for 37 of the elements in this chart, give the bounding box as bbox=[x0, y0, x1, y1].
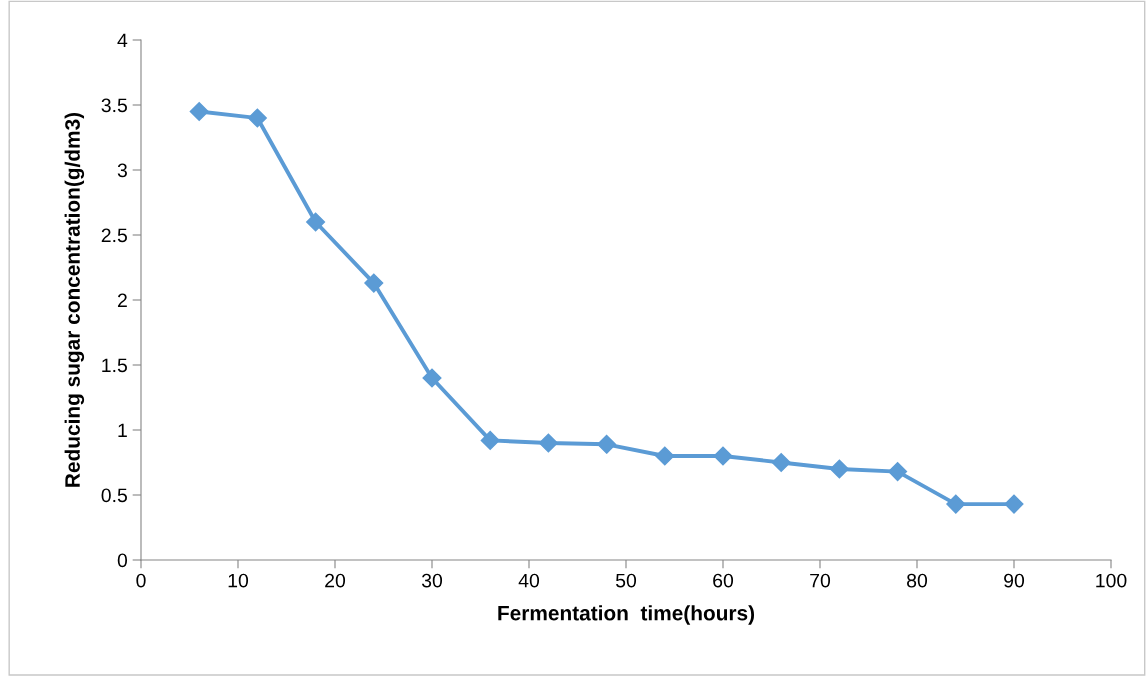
point bbox=[306, 212, 326, 232]
x-tick-label: 40 bbox=[518, 573, 540, 588]
point bbox=[829, 459, 849, 479]
x-tick-label: 80 bbox=[907, 573, 928, 588]
point bbox=[597, 434, 617, 454]
point bbox=[888, 462, 908, 482]
y-tick-label: 1.5 bbox=[102, 358, 127, 373]
x-tick-label: 30 bbox=[421, 573, 443, 588]
y-tick-label: 2.5 bbox=[101, 228, 127, 243]
point bbox=[247, 108, 267, 128]
point bbox=[1004, 494, 1024, 514]
point bbox=[771, 452, 791, 473]
x-tick-label: 90 bbox=[1004, 573, 1025, 588]
x-tick-label: 0 bbox=[136, 573, 146, 588]
x-tick-label: 10 bbox=[228, 573, 249, 588]
x-tick-label: 60 bbox=[713, 573, 734, 588]
point bbox=[538, 433, 558, 453]
x-tick-label: 70 bbox=[810, 573, 831, 588]
y-tick-label: 4 bbox=[117, 33, 128, 48]
point bbox=[422, 368, 442, 388]
y-tick-label: 3 bbox=[117, 163, 127, 178]
x-tick-label: 20 bbox=[325, 573, 346, 588]
y-axis-title: Reducing sugar concentration(g/dm3) bbox=[64, 112, 85, 487]
x-axis-title: Fermentation time(hours) bbox=[498, 605, 755, 625]
y-tick-label: 3.5 bbox=[101, 98, 127, 113]
x-tick-label: 50 bbox=[615, 573, 637, 588]
point bbox=[713, 446, 733, 466]
y-tick-label: 2 bbox=[117, 293, 127, 308]
y-tick-label: 0 bbox=[117, 553, 128, 568]
y-tick-label: 0.5 bbox=[101, 488, 127, 503]
point bbox=[480, 430, 500, 450]
y-tick-label: 1 bbox=[118, 423, 127, 438]
point bbox=[364, 273, 384, 293]
point bbox=[946, 494, 966, 514]
point bbox=[189, 101, 209, 122]
point bbox=[655, 446, 675, 466]
x-tick-label: 100 bbox=[1096, 573, 1127, 588]
